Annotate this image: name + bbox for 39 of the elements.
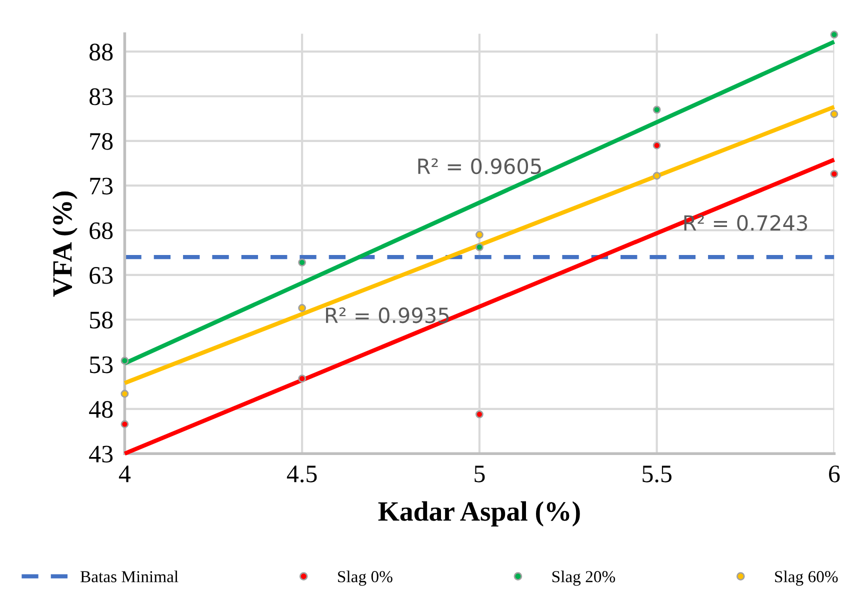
y-tick-label: 43 (89, 446, 113, 463)
point (652, 106, 661, 114)
annotation: R² = 0.9935 (326, 307, 449, 324)
point (298, 304, 306, 312)
point (476, 243, 484, 252)
point (652, 172, 661, 180)
point (120, 390, 129, 398)
legend-label: Batas Minimal (80, 570, 178, 582)
point (476, 410, 484, 418)
legend-label: Slag 60% (775, 570, 838, 586)
point (830, 110, 838, 118)
annotation: R² = 0.9605 (418, 158, 541, 174)
y-axis-title: VFA (%) (52, 192, 78, 297)
x-tick-label: 5 (474, 466, 485, 482)
x-tick-label: 4 (118, 466, 131, 482)
legend-label: Slag 0% (338, 570, 392, 586)
y-tick-label: 68 (90, 222, 113, 240)
point (476, 230, 484, 239)
x-tick-label: 6 (829, 466, 840, 482)
point (830, 170, 838, 178)
point (120, 356, 129, 365)
y-tick-label: 48 (89, 401, 113, 418)
y-tick-label: 88 (90, 44, 113, 61)
y-tick-label: 58 (90, 312, 113, 329)
y-tick-label: 73 (90, 178, 113, 195)
x-tick-label: 4.5 (286, 466, 317, 482)
y-tick-label: 53 (90, 356, 113, 374)
y-tick-label: 78 (90, 132, 113, 150)
y-tick-label: 63 (90, 267, 113, 284)
point (830, 30, 838, 39)
annotation: R² = 0.7243 (684, 215, 808, 231)
point (298, 258, 306, 266)
y-tick-label: 83 (90, 88, 113, 106)
point (298, 374, 306, 383)
legend-label: Slag 20% (552, 570, 616, 586)
x-axis-title: Kadar Aspal (%) (378, 501, 580, 526)
point (652, 141, 661, 150)
x-tick-label: 5.5 (642, 466, 672, 482)
point (120, 420, 129, 428)
